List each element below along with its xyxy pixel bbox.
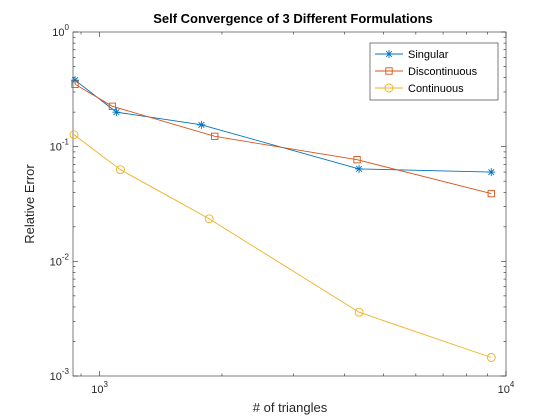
series-singular	[71, 76, 496, 177]
legend-box	[369, 42, 499, 101]
x-axis-label: # of triangles	[253, 400, 328, 415]
data-point-singular-marker-stroke	[71, 77, 79, 84]
x-tick-label: 104	[498, 380, 515, 396]
data-point-continuous-marker	[204, 214, 214, 224]
legend-label-continuous: Continuous	[408, 83, 464, 95]
legend-discontinuous-marker	[385, 67, 393, 75]
data-point-continuous-marker	[69, 130, 79, 140]
legend-singular-marker	[385, 50, 393, 58]
data-point-continuous-marker	[115, 165, 125, 175]
series-line-discontinuous	[74, 83, 492, 194]
series-continuous	[69, 130, 496, 362]
data-point-continuous-marker	[486, 353, 496, 362]
y-tick-label-base: 10	[52, 27, 64, 39]
y-tick-label: 10-1	[50, 138, 70, 154]
data-point-singular-marker	[197, 120, 206, 129]
y-tick-label-base: 10	[50, 142, 62, 154]
legend-entry-discontinuous: Discontinuous	[375, 66, 478, 78]
data-point-singular-marker-stroke	[488, 168, 495, 176]
data-point-singular-marker	[112, 108, 121, 117]
y-axis-label: Relative Error	[22, 164, 37, 244]
x-tick-label-exponent: 4	[510, 380, 515, 389]
legend-singular-marker-stroke	[385, 50, 393, 58]
data-point-discontinuous-marker	[211, 132, 219, 141]
x-tick-label-base: 10	[91, 384, 103, 396]
data-point-singular-marker	[71, 76, 80, 85]
data-point-discontinuous-marker	[487, 189, 495, 198]
data-point-discontinuous-marker	[71, 80, 79, 88]
data-point-singular-marker-stroke	[198, 121, 205, 128]
data-point-singular-marker-stroke	[355, 165, 363, 173]
x-tick-label: 103	[91, 380, 108, 396]
legend-entry-continuous: Continuous	[375, 83, 464, 95]
data-point-continuous-marker	[354, 307, 364, 317]
data-point-singular-marker-stroke	[113, 109, 120, 116]
y-tick-label-exponent: 0	[65, 23, 70, 32]
y-tick-label: 10-2	[50, 252, 70, 268]
data-point-singular-marker	[487, 168, 496, 177]
chart-title: Self Convergence of 3 Different Formulat…	[153, 11, 433, 26]
legend-continuous-marker	[384, 83, 394, 93]
data-point-singular-marker	[355, 164, 364, 173]
legend-label-singular: Singular	[408, 49, 449, 61]
x-tick-label-exponent: 3	[104, 380, 109, 389]
y-tick-label: 10-3	[50, 367, 70, 383]
legend-label-discontinuous: Discontinuous	[408, 66, 478, 78]
y-tick-label-base: 10	[50, 371, 62, 383]
y-tick-label-exponent: -1	[62, 138, 70, 147]
series-layer	[69, 76, 496, 362]
y-tick-label-base: 10	[50, 256, 62, 268]
axis-ticks	[73, 31, 507, 377]
legend-entry-singular: Singular	[375, 49, 449, 61]
data-point-discontinuous-marker	[108, 102, 117, 110]
y-tick-label-exponent: -3	[62, 367, 70, 376]
data-point-discontinuous-marker	[353, 156, 361, 164]
y-tick-label: 100	[52, 23, 69, 39]
x-tick-label-base: 10	[498, 384, 510, 396]
series-line-continuous	[73, 134, 492, 358]
legend: Singular Discontinuous Continuous	[369, 42, 499, 101]
y-tick-label-exponent: -2	[62, 252, 70, 261]
series-discontinuous	[71, 80, 495, 198]
